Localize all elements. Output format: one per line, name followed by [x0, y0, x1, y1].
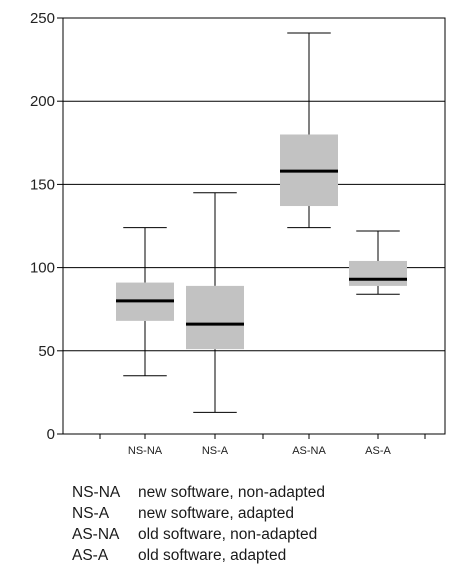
legend-description: new software, adapted	[138, 505, 294, 522]
box-iqr	[349, 260, 407, 286]
x-tick-label: AS-A	[365, 445, 391, 457]
x-tick-label: NS-A	[202, 445, 229, 457]
legend-description: new software, non-adapted	[138, 484, 325, 501]
y-tick-label: 250	[30, 10, 55, 27]
legend-row: NS-NA new software, non-adapted	[72, 482, 325, 503]
y-tick-label: 0	[47, 426, 55, 443]
legend-code: NS-NA	[72, 484, 121, 501]
x-tick-label: AS-NA	[292, 445, 326, 457]
legend-code: NS-A	[72, 505, 110, 522]
y-tick-label: 50	[38, 343, 55, 360]
plot-frame	[62, 17, 446, 435]
y-tick-label: 150	[30, 176, 55, 193]
legend-code: AS-NA	[72, 526, 120, 543]
legend-row: AS-NA old software, non-adapted	[72, 524, 325, 545]
legend-row: AS-A old software, adapted	[72, 545, 325, 566]
y-tick-label: 100	[30, 260, 55, 277]
legend-description: old software, non-adapted	[138, 526, 318, 543]
legend: NS-NA new software, non-adapted NS-A new…	[72, 482, 325, 566]
legend-row: NS-A new software, adapted	[72, 503, 325, 524]
box-iqr	[186, 285, 244, 350]
y-tick-label: 200	[30, 93, 55, 110]
legend-description: old software, adapted	[138, 547, 287, 564]
legend-code: AS-A	[72, 547, 109, 564]
box-plot-chart: 0 50 100 150 200 250 NS-NA NS-A AS-NA AS-A	[30, 10, 446, 457]
x-tick-label: NS-NA	[128, 445, 163, 457]
